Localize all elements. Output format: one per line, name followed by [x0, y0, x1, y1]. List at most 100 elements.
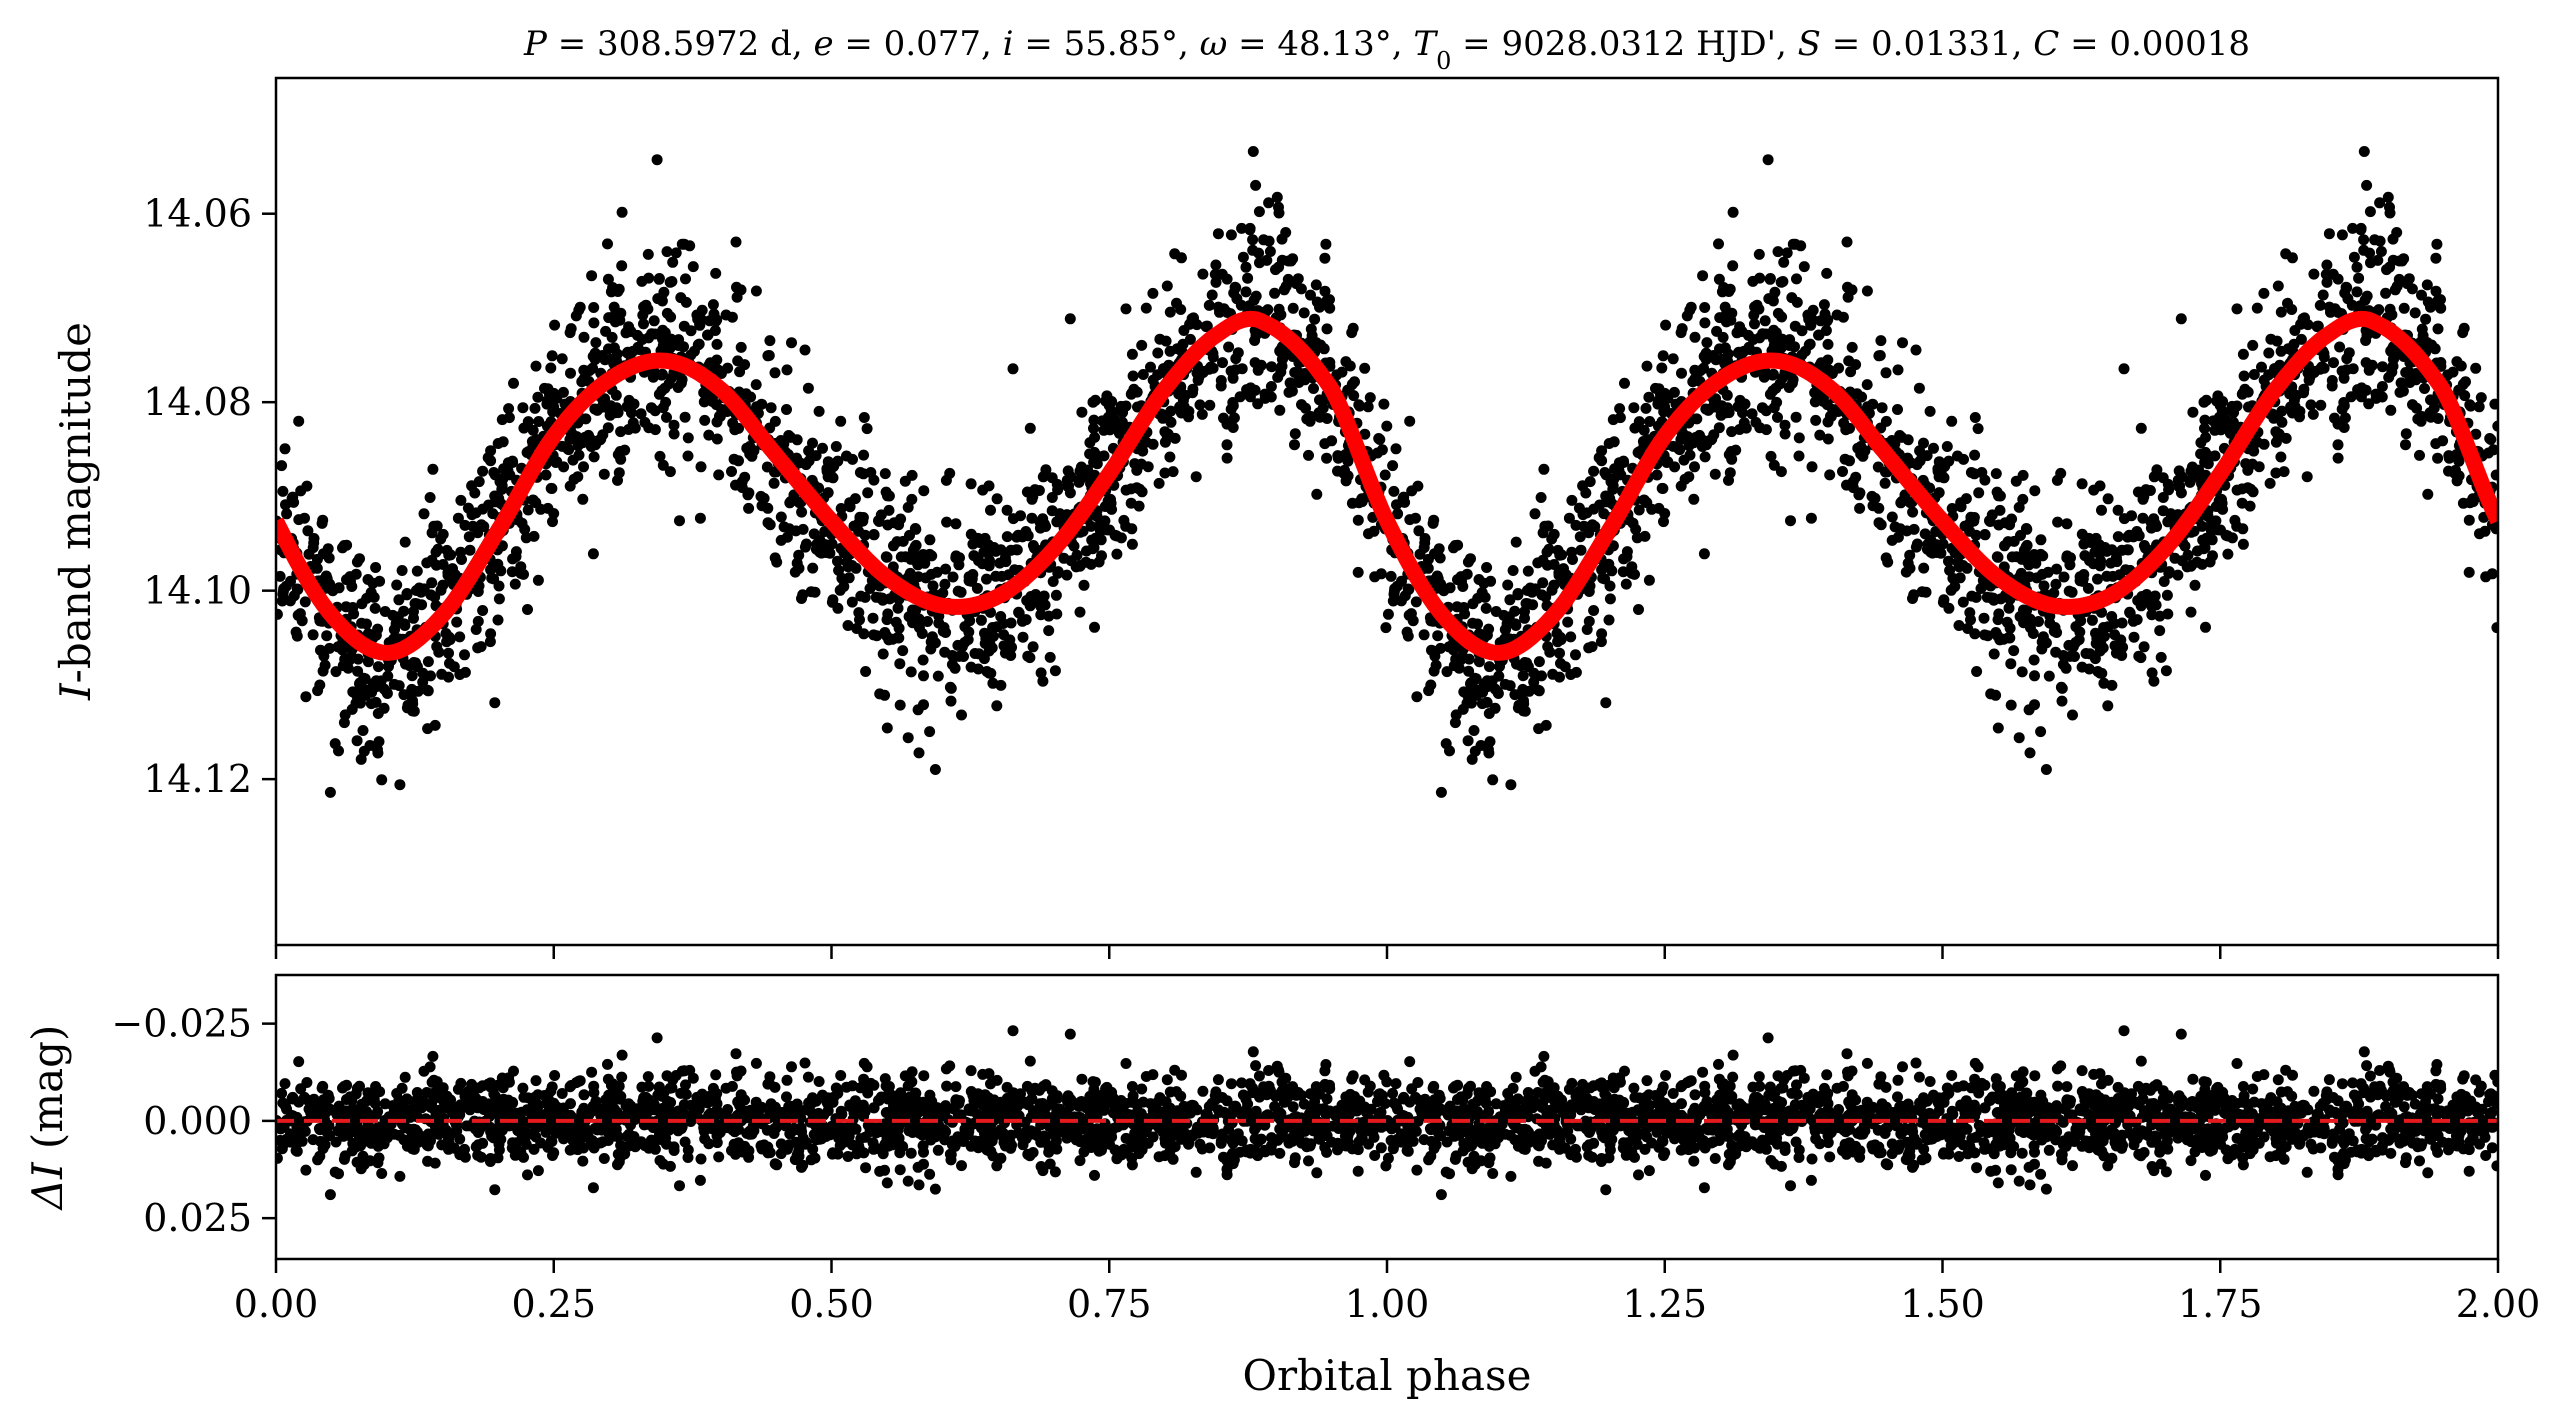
- light-curve-point: [2263, 369, 2275, 381]
- light-curve-point: [682, 432, 694, 444]
- light-curve-point: [668, 428, 680, 440]
- light-curve-point: [2298, 387, 2309, 399]
- light-curve-point: [1065, 555, 1077, 567]
- title-t0-symbol: T: [1413, 24, 1438, 64]
- light-curve-point: [2173, 465, 2185, 477]
- light-curve-point: [1505, 779, 1517, 791]
- light-curve-point: [2052, 516, 2064, 528]
- light-curve-point: [2199, 422, 2210, 434]
- light-curve-point: [2175, 313, 2187, 325]
- light-curve-point: [367, 577, 379, 589]
- light-curve-point: [1499, 633, 1511, 645]
- light-curve-point: [1716, 353, 1728, 365]
- light-curve-point: [1088, 414, 1100, 426]
- light-curve-point: [1282, 273, 1294, 285]
- residual-point: [651, 1032, 663, 1044]
- light-curve-point: [2314, 299, 2326, 311]
- light-curve-point: [763, 350, 775, 361]
- light-curve-point: [1733, 346, 1745, 358]
- residual-point: [469, 1084, 481, 1095]
- light-curve-point: [695, 461, 707, 473]
- light-curve-point: [1462, 556, 1474, 568]
- light-curve-point: [1512, 702, 1524, 714]
- residual-point: [461, 1120, 473, 1132]
- light-curve-point: [1096, 550, 1107, 562]
- light-curve-point: [750, 285, 762, 297]
- light-curve-point: [1960, 493, 1972, 505]
- residual-point: [1089, 1169, 1100, 1181]
- light-curve-point: [2275, 451, 2287, 463]
- light-curve-point: [2364, 206, 2376, 218]
- light-curve-point: [2200, 431, 2212, 443]
- light-curve-point: [2136, 591, 2148, 602]
- light-curve-point: [1991, 551, 2003, 563]
- light-curve-point: [2017, 469, 2029, 481]
- light-curve-point: [2429, 343, 2441, 355]
- light-curve-point: [2056, 695, 2068, 707]
- light-curve-point: [522, 604, 533, 615]
- light-curve-point: [588, 302, 600, 313]
- light-curve-point: [1047, 576, 1059, 587]
- light-curve-point: [2051, 563, 2063, 575]
- light-curve-point: [1428, 665, 1440, 677]
- light-curve-point: [2272, 430, 2284, 441]
- light-curve-point: [1276, 254, 1288, 266]
- light-curve-point: [1326, 435, 1338, 447]
- light-curve-point: [803, 455, 815, 467]
- light-curve-point: [1287, 302, 1299, 314]
- light-curve-point: [2021, 539, 2033, 551]
- light-curve-point: [372, 661, 384, 673]
- light-curve-point: [1320, 238, 1332, 250]
- light-curve-point: [1085, 520, 1097, 532]
- light-curve-point: [1604, 580, 1616, 592]
- light-curve-point: [472, 642, 484, 654]
- light-curve-point: [1225, 229, 1237, 241]
- light-curve-point: [1775, 276, 1787, 288]
- light-curve-point: [616, 206, 628, 218]
- light-curve-point: [1970, 529, 1982, 541]
- light-curve-point: [643, 332, 655, 344]
- light-curve-point: [2184, 476, 2196, 488]
- residual-point: [1263, 1065, 1275, 1076]
- light-curve-point: [2375, 246, 2387, 257]
- light-curve-point: [548, 508, 560, 519]
- light-curve-point: [2303, 374, 2315, 386]
- light-curve-point: [1754, 332, 1766, 344]
- light-curve-point: [1955, 501, 1967, 513]
- light-curve-point: [574, 301, 586, 313]
- light-curve-point: [1034, 516, 1046, 528]
- light-curve-point: [1404, 514, 1416, 526]
- light-curve-point: [1807, 304, 1819, 316]
- light-curve-point: [602, 273, 614, 285]
- light-curve-point: [1945, 584, 1957, 596]
- light-curve-point: [703, 429, 715, 441]
- light-curve-point: [1809, 396, 1821, 408]
- light-curve-point: [1588, 605, 1600, 616]
- light-curve-point: [1137, 369, 1149, 380]
- light-curve-point: [1264, 246, 1276, 257]
- light-curve-point: [1266, 361, 1277, 373]
- light-curve-point: [610, 308, 621, 320]
- light-curve-point: [1638, 424, 1650, 436]
- light-curve-point: [846, 596, 858, 608]
- residual-point: [1064, 1028, 1076, 1040]
- light-curve-point: [2437, 435, 2449, 447]
- light-curve-point: [665, 372, 677, 384]
- light-curve-point: [2200, 621, 2211, 633]
- light-curve-point: [841, 450, 852, 462]
- light-curve-point: [1657, 350, 1669, 362]
- light-curve-point: [1197, 268, 1209, 280]
- light-curve-point: [2348, 251, 2360, 263]
- light-curve-point: [1886, 511, 1898, 523]
- residual-point: [410, 1124, 422, 1136]
- light-curve-point: [1064, 487, 1076, 499]
- light-curve-point: [1152, 347, 1164, 359]
- residual-point: [929, 1183, 941, 1195]
- light-curve-point: [2097, 642, 2109, 654]
- light-curve-point: [1147, 438, 1159, 450]
- residual-point: [674, 1180, 685, 1192]
- light-curve-point: [2323, 228, 2335, 240]
- residual-point: [750, 1057, 762, 1069]
- light-curve-point: [2332, 273, 2344, 285]
